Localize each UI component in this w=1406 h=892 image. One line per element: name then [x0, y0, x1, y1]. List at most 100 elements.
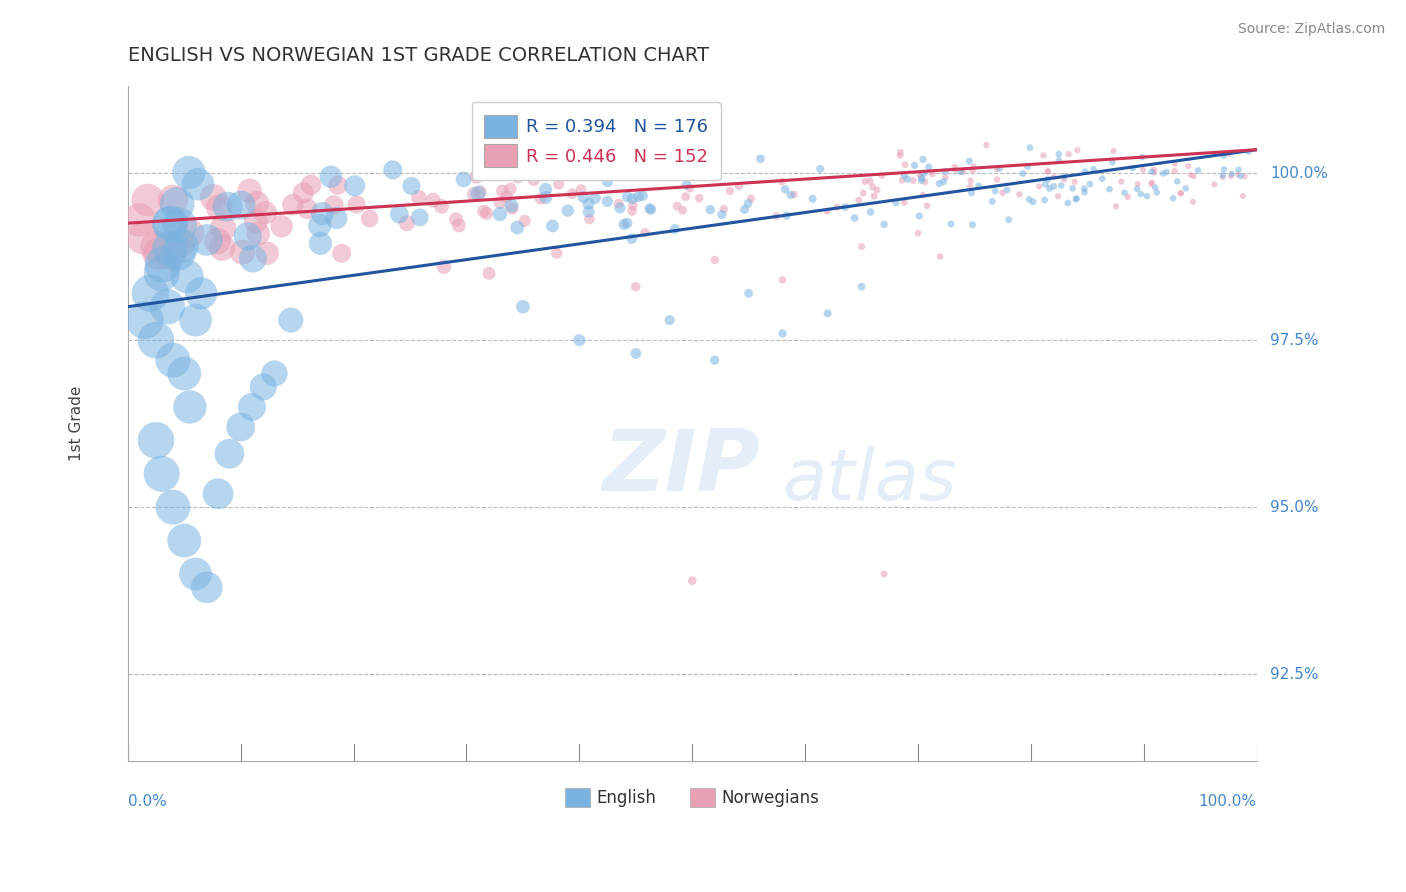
Point	[136, 193, 159, 207]
Point	[1213, 162, 1236, 177]
Point	[815, 204, 838, 219]
Point	[1036, 172, 1059, 186]
Point	[1046, 189, 1069, 203]
Point	[541, 219, 564, 233]
Point	[640, 202, 662, 217]
Point	[718, 184, 741, 198]
Point	[957, 154, 980, 169]
Point	[959, 174, 981, 188]
Point	[1136, 189, 1159, 203]
Point	[388, 207, 411, 221]
Point	[773, 182, 796, 196]
Point	[447, 219, 470, 233]
Text: atlas: atlas	[783, 446, 957, 515]
Point	[498, 161, 520, 176]
Point	[634, 226, 657, 240]
Point	[616, 190, 638, 204]
Point	[713, 202, 735, 216]
Point	[170, 239, 193, 253]
Point	[995, 183, 1018, 197]
Point	[834, 200, 856, 214]
Point	[959, 179, 981, 194]
Point	[159, 248, 181, 262]
Point	[1212, 149, 1234, 163]
Point	[162, 500, 184, 515]
Point	[453, 172, 475, 186]
Point	[1143, 165, 1166, 179]
Point	[851, 239, 873, 253]
Text: 92.5%: 92.5%	[1270, 666, 1319, 681]
Point	[1144, 180, 1167, 194]
Point	[903, 173, 925, 187]
Point	[184, 313, 207, 327]
Point	[1227, 167, 1250, 181]
Point	[1057, 196, 1080, 211]
Point	[1105, 199, 1128, 213]
Point	[325, 211, 347, 225]
Point	[1174, 181, 1197, 195]
Point	[218, 447, 240, 461]
Point	[256, 246, 278, 260]
Point	[229, 420, 252, 434]
Point	[190, 286, 212, 301]
Point	[640, 169, 662, 183]
Point	[621, 198, 644, 212]
Point	[1022, 194, 1045, 209]
Point	[627, 190, 650, 204]
Point	[231, 198, 253, 212]
Point	[311, 206, 333, 220]
Point	[167, 246, 190, 260]
Point	[330, 246, 353, 260]
Point	[578, 204, 600, 219]
Point	[631, 188, 654, 202]
Point	[139, 286, 162, 301]
Point	[783, 187, 806, 202]
Point	[703, 252, 725, 267]
Text: 1st Grade: 1st Grade	[69, 386, 84, 461]
Point	[607, 196, 630, 211]
Point	[1152, 166, 1174, 180]
Point	[859, 174, 882, 188]
Point	[808, 161, 831, 176]
Point	[475, 206, 498, 220]
Point	[534, 190, 557, 204]
Point	[343, 178, 366, 193]
Point	[557, 203, 579, 218]
Point	[159, 217, 181, 231]
Point	[728, 179, 751, 194]
Point	[245, 214, 267, 228]
Point	[1102, 144, 1125, 158]
Point	[145, 333, 167, 347]
Point	[1116, 190, 1139, 204]
Point	[128, 212, 150, 227]
Point	[870, 169, 893, 183]
Point	[529, 192, 551, 206]
Point	[943, 160, 966, 174]
Point	[801, 192, 824, 206]
Point	[1126, 177, 1149, 191]
Point	[908, 168, 931, 182]
Point	[506, 220, 529, 235]
Point	[1036, 164, 1059, 178]
Point	[208, 201, 231, 215]
Point	[817, 306, 839, 320]
Point	[240, 400, 263, 414]
Point	[893, 195, 915, 210]
Point	[1074, 164, 1097, 178]
Point	[620, 231, 643, 245]
Point	[1064, 192, 1087, 206]
Point	[463, 187, 485, 202]
Point	[928, 177, 950, 191]
Point	[609, 201, 631, 215]
Point	[1047, 153, 1070, 168]
Point	[737, 196, 759, 211]
Point	[247, 227, 270, 241]
Point	[986, 172, 1008, 186]
Point	[621, 192, 644, 206]
Point	[1091, 171, 1114, 186]
Point	[852, 186, 875, 200]
Point	[359, 211, 381, 226]
Point	[932, 175, 955, 189]
Point	[231, 245, 253, 260]
Point	[918, 160, 941, 174]
